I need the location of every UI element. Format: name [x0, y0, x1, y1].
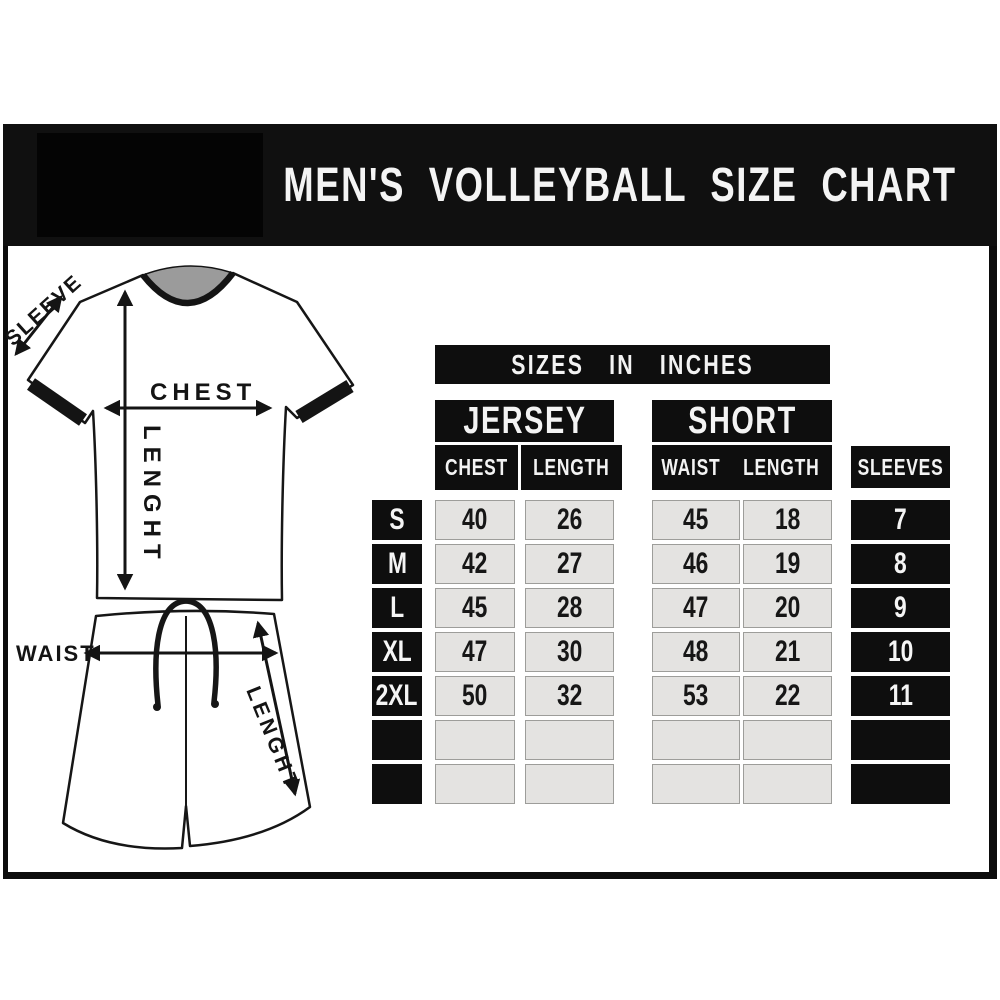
jersey-subheader: CHEST LENGTH: [435, 445, 622, 490]
jersey-length-cell: 26: [525, 500, 614, 540]
chest-label: CHEST: [150, 379, 256, 406]
short-waist-cell: 46: [652, 544, 740, 584]
size-cell: [372, 720, 422, 760]
jersey-length-header: LENGTH: [520, 445, 622, 490]
sleeves-cell: 9: [851, 588, 950, 628]
short-length-cell: 18: [743, 500, 832, 540]
short-length-cell: [743, 764, 832, 804]
jersey-chest-header: CHEST: [435, 445, 518, 490]
short-title-text: SHORT: [687, 399, 797, 442]
page-title-text: MEN'S VOLLEYBALL SIZE CHART: [283, 158, 957, 212]
short-subheader: WAIST LENGTH: [652, 445, 832, 490]
jersey-title-bar: JERSEY: [435, 400, 614, 442]
jersey-chest-cell: 45: [435, 588, 515, 628]
short-title-bar: SHORT: [652, 400, 832, 442]
sleeves-cell: 8: [851, 544, 950, 584]
logo-placeholder: [37, 133, 263, 237]
sleeves-title-bar: SLEEVES: [851, 446, 950, 488]
jersey-length-cell: 28: [525, 588, 614, 628]
drawstring-end-right: [211, 700, 219, 708]
tshirt-outline: [26, 271, 355, 602]
short-length-arrow: [252, 620, 301, 797]
size-cell: 2XL: [372, 676, 422, 716]
short-waist-cell: 53: [652, 676, 740, 716]
short-waist-cell: 45: [652, 500, 740, 540]
short-waist-cell: [652, 720, 740, 760]
tshirt-drawing: SLEEVE CHEST LENGHT: [1, 265, 355, 602]
short-waist-cell: [652, 764, 740, 804]
jersey-length-cell: 27: [525, 544, 614, 584]
header-bar: [3, 124, 997, 246]
sleeves-cell: 10: [851, 632, 950, 672]
sleeve-arrow: [14, 295, 63, 356]
right-cuff: [295, 380, 354, 423]
sleeves-cell: [851, 764, 950, 804]
size-cell: [372, 764, 422, 804]
left-cuff: [27, 378, 87, 426]
jersey-chest-cell: 40: [435, 500, 515, 540]
units-title-bar: SIZES IN INCHES: [435, 345, 830, 384]
size-cell: L: [372, 588, 422, 628]
jersey-length-cell: 32: [525, 676, 614, 716]
short-length-cell: 20: [743, 588, 832, 628]
sleeves-cell: [851, 720, 950, 760]
jersey-length-label: LENGHT: [138, 425, 165, 566]
jersey-length-cell: 30: [525, 632, 614, 672]
sleeves-cell: 11: [851, 676, 950, 716]
jersey-chest-cell: [435, 764, 515, 804]
collar-rim: [140, 271, 236, 307]
sleeves-cell: 7: [851, 500, 950, 540]
drawstring-end-left: [153, 703, 161, 711]
short-length-cell: 21: [743, 632, 832, 672]
short-length-cell: [743, 720, 832, 760]
short-length-cell: 22: [743, 676, 832, 716]
short-length-cell: 19: [743, 544, 832, 584]
waist-label: WAIST: [16, 641, 96, 666]
jersey-title-text: JERSEY: [462, 399, 587, 442]
size-cell: XL: [372, 632, 422, 672]
size-cell: S: [372, 500, 422, 540]
jersey-chest-cell: [435, 720, 515, 760]
short-length-header: LENGTH: [743, 454, 820, 480]
short-waist-header: WAIST: [661, 454, 721, 480]
jersey-chest-cell: 50: [435, 676, 515, 716]
sleeves-title-text: SLEEVES: [857, 453, 944, 480]
page-title: MEN'S VOLLEYBALL SIZE CHART: [283, 159, 955, 212]
jersey-length-cell: [525, 764, 614, 804]
jersey-length-cell: [525, 720, 614, 760]
short-waist-cell: 48: [652, 632, 740, 672]
shorts-drawing: WAIST LENGHT: [16, 598, 312, 850]
garment-diagram: SLEEVE CHEST LENGHT WAIST LENGHT: [1, 265, 355, 850]
size-cell: M: [372, 544, 422, 584]
jersey-chest-cell: 47: [435, 632, 515, 672]
short-waist-cell: 47: [652, 588, 740, 628]
units-title-text: SIZES IN INCHES: [511, 348, 754, 380]
jersey-chest-cell: 42: [435, 544, 515, 584]
